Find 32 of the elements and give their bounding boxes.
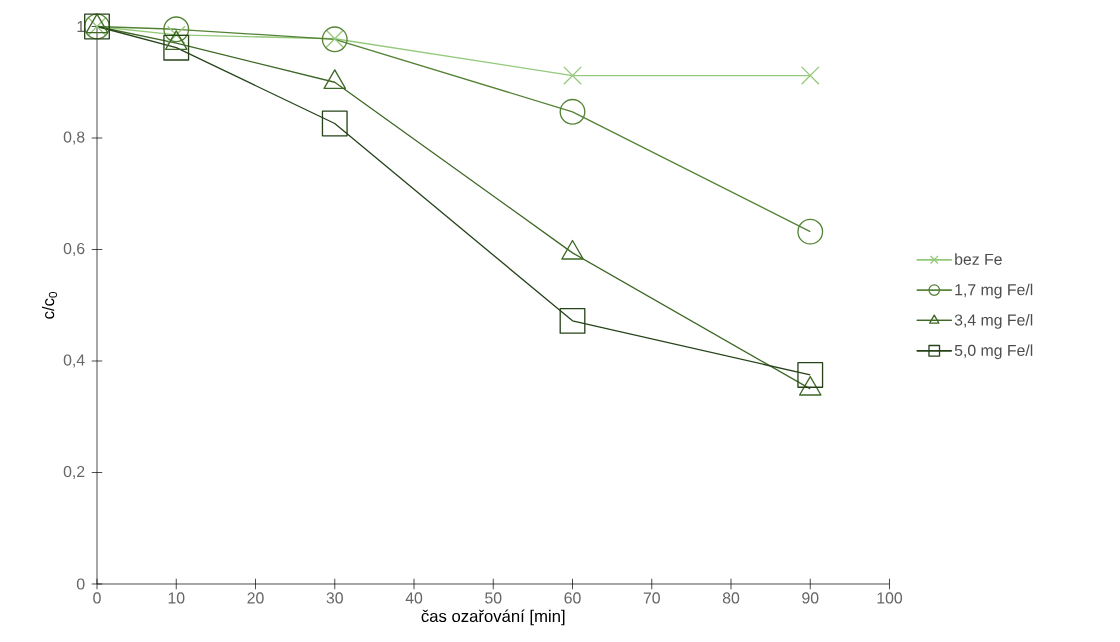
y-axis-title: c/c$_{0}$: [41, 292, 58, 319]
x-tick-label: 100: [877, 592, 903, 604]
x-tick-label: 80: [722, 592, 740, 604]
point: [800, 66, 820, 85]
x-tick-label: 70: [643, 592, 660, 604]
x-tick-label: 60: [564, 592, 581, 604]
point: [321, 110, 348, 137]
point: [797, 361, 824, 388]
point: [797, 218, 824, 245]
legend-label: 3,4 mg Fe/l: [954, 314, 1033, 329]
x-tick-label: 40: [405, 592, 423, 604]
y-tick-label: 0,6: [63, 242, 85, 257]
point: [563, 66, 582, 85]
y-tick-label: 0,8: [63, 131, 85, 145]
x-tick-label: 90: [802, 592, 819, 604]
y-tick-label: 0,4: [63, 354, 85, 368]
x-axis-title: čas ozařování [min]: [421, 609, 565, 626]
point: [163, 34, 190, 61]
x-tick-label: 30: [326, 592, 343, 604]
y-tick-label: 0,2: [63, 465, 85, 480]
y-tick-label: 1: [77, 21, 85, 32]
y-tick-label: 0: [76, 578, 85, 590]
legend-label: 1,7 mg Fe/l: [955, 283, 1033, 299]
legend-label: bez Fe: [955, 253, 1002, 265]
point: [559, 307, 586, 334]
x-tick-label: 20: [247, 592, 264, 604]
x-tick-label: 0: [93, 592, 101, 604]
x-tick-label: 50: [485, 592, 502, 604]
x-tick-label: 10: [168, 592, 185, 604]
legend-label: 5,0 mg Fe/l: [954, 344, 1033, 360]
point: [163, 16, 190, 43]
point: [559, 98, 586, 125]
